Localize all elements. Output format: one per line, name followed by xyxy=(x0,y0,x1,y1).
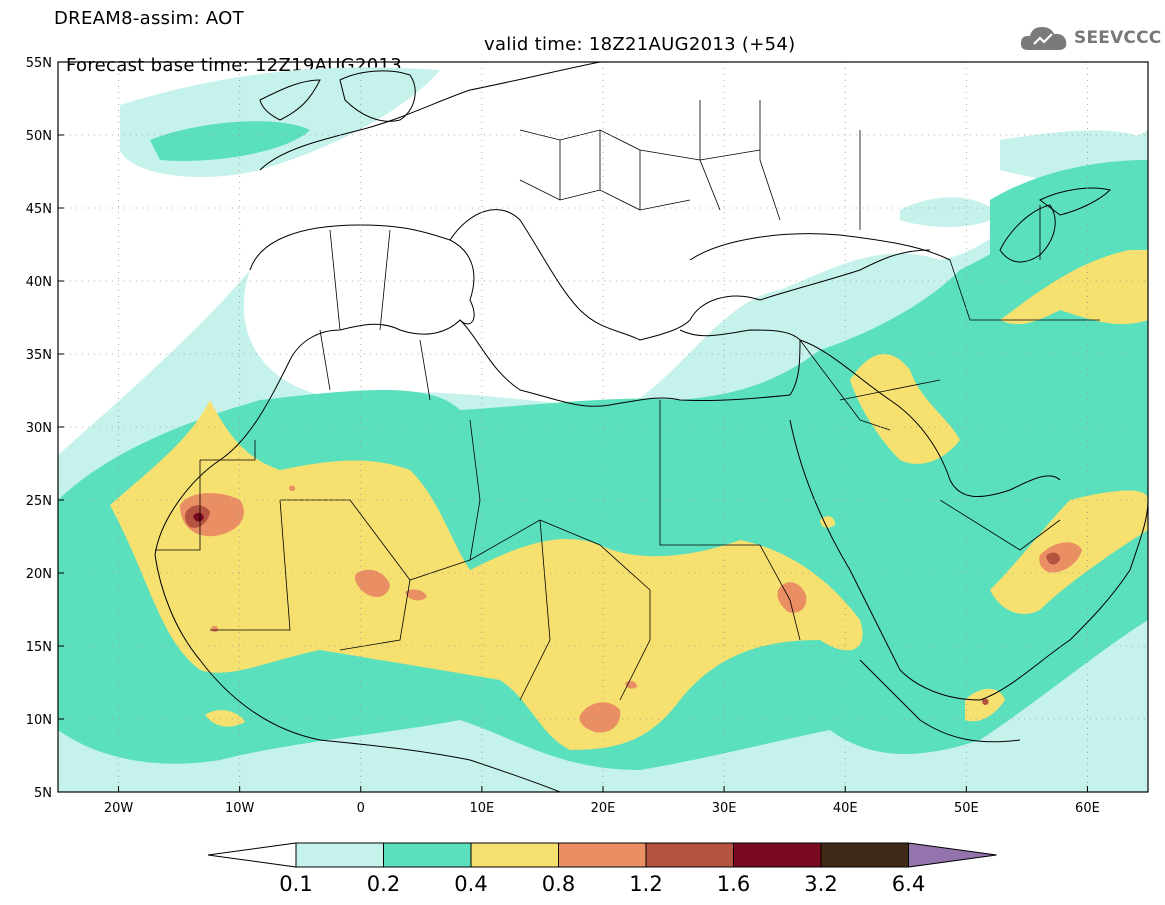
colorbar-swatch xyxy=(295,842,384,868)
colorbar-swatch xyxy=(645,842,734,868)
colorbar-swatch xyxy=(558,842,647,868)
seevccc-logo: SEEVCCC xyxy=(1018,22,1161,54)
colorbar-label: 3.2 xyxy=(804,872,838,896)
lon-axis: 20W 10W 0 10E 20E 30E 40E 50E 60E xyxy=(104,786,1100,816)
colorbar-swatch xyxy=(733,842,822,868)
lon-label: 10W xyxy=(225,801,255,816)
logo-text: SEEVCCC xyxy=(1074,28,1162,48)
lat-label: 20N xyxy=(26,567,52,582)
lon-label: 10E xyxy=(470,801,495,816)
colorbar-swatch xyxy=(820,842,909,868)
lat-label: 55N xyxy=(26,56,52,71)
colorbar-swatch xyxy=(470,842,559,868)
colorbar-label: 1.2 xyxy=(629,872,663,896)
lon-label: 60E xyxy=(1075,801,1100,816)
colorbar-label: 1.6 xyxy=(716,872,751,896)
lat-label: 5N xyxy=(34,786,52,801)
coastlines xyxy=(154,62,1148,792)
lon-label: 0 xyxy=(357,801,365,816)
lat-label: 50N xyxy=(26,129,52,144)
colorbar-label: 0.4 xyxy=(454,872,488,896)
colorbar-under-arrow xyxy=(207,842,297,868)
cloud-icon xyxy=(1020,27,1067,50)
lon-label: 50E xyxy=(954,801,979,816)
colorbar-label: 0.2 xyxy=(366,872,401,896)
valid-time: valid time: 18Z21AUG2013 (+54) xyxy=(484,34,796,55)
aot-field xyxy=(58,62,1148,792)
colorbar-over-arrow xyxy=(908,842,997,868)
lat-label: 35N xyxy=(26,348,52,363)
lat-axis: 55N 50N 45N 40N 35N 30N 25N 20N 15N 10N 5N xyxy=(26,56,64,801)
colorbar-label: 6.4 xyxy=(891,872,926,896)
country-borders xyxy=(155,100,1100,701)
lat-label: 15N xyxy=(26,640,52,655)
aot-band-1.6 xyxy=(193,512,204,522)
colorbar-swatch xyxy=(383,842,472,868)
map-title: DREAM8-assim: AOT xyxy=(54,8,244,29)
lat-label: 10N xyxy=(26,713,52,728)
lat-label: 25N xyxy=(26,494,52,509)
colorbar xyxy=(207,842,997,868)
lat-label: 30N xyxy=(26,421,52,436)
colorbar-label: 0.1 xyxy=(279,872,313,896)
lon-label: 20E xyxy=(591,801,616,816)
lat-label: 45N xyxy=(26,202,52,217)
lon-label: 40E xyxy=(833,801,858,816)
colorbar-label: 0.8 xyxy=(541,872,576,896)
lon-label: 30E xyxy=(712,801,737,816)
lat-label: 40N xyxy=(26,275,52,290)
lon-label: 20W xyxy=(104,801,134,816)
